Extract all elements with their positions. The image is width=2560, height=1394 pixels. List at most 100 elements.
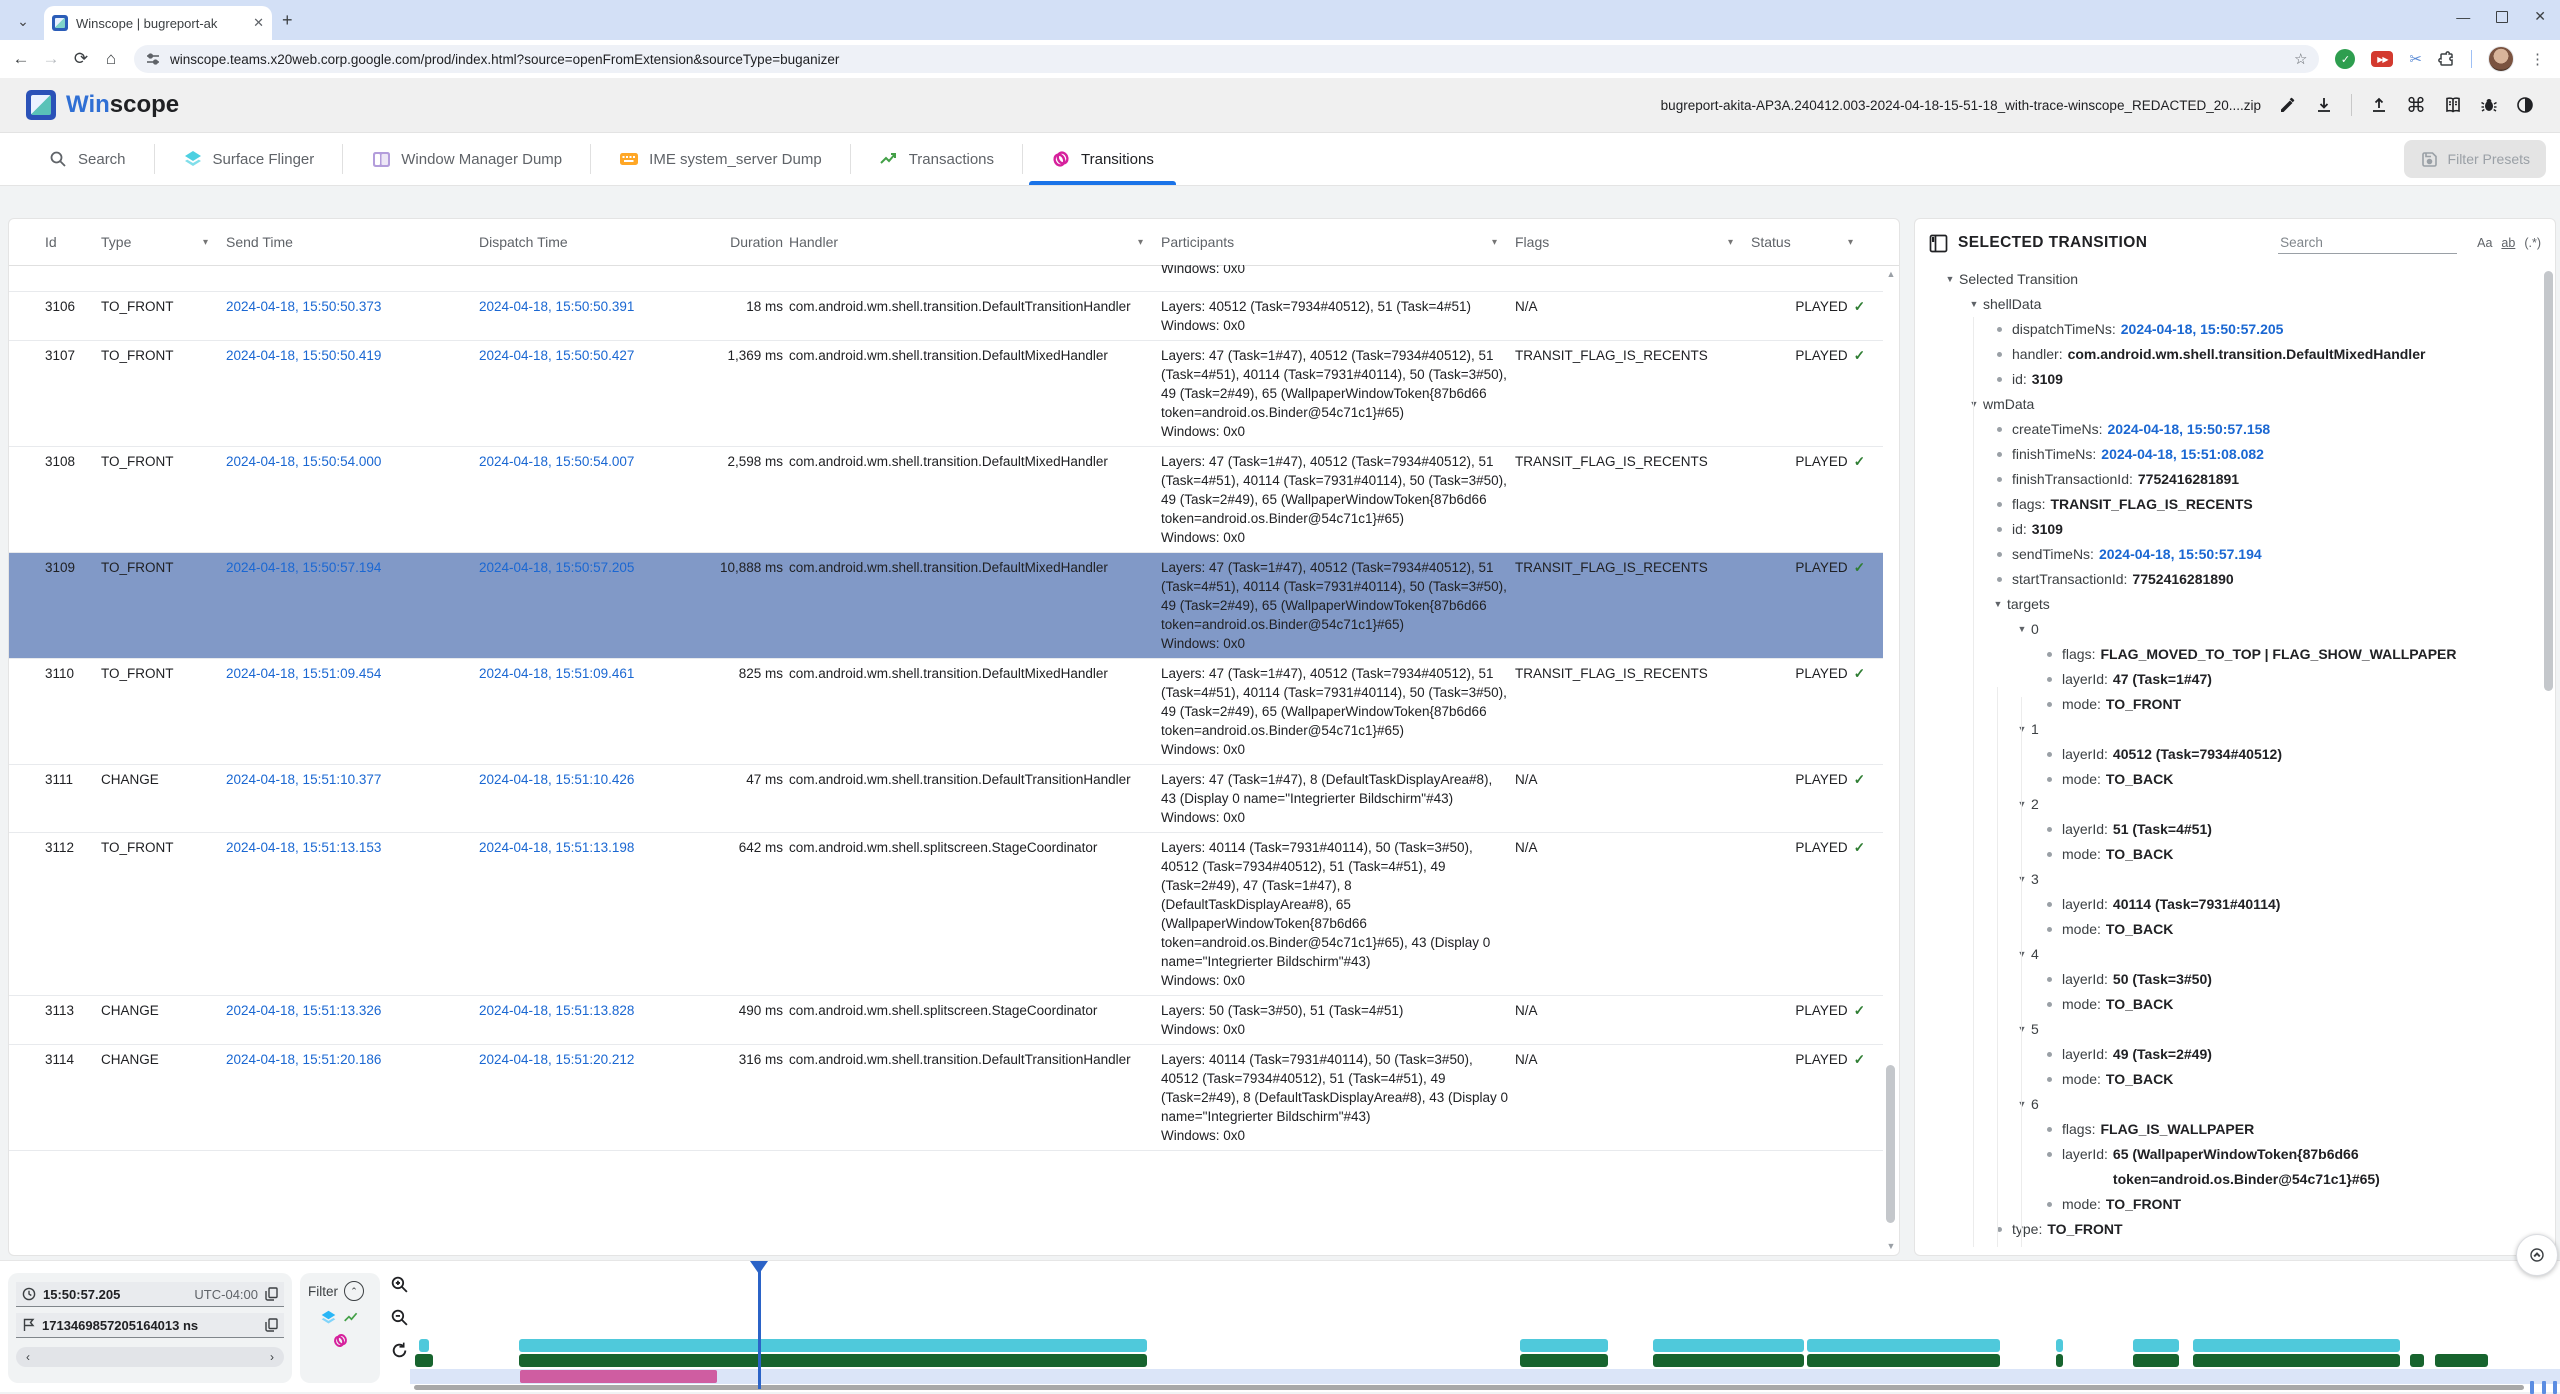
column-header-send-time[interactable]: Send Time <box>226 234 479 250</box>
timeline-segment-surface-flinger[interactable] <box>2133 1339 2179 1352</box>
tree-node[interactable]: ▼6 <box>1915 1092 2541 1117</box>
tree-node[interactable]: createTimeNs: 2024-04-18, 15:50:57.158 <box>1915 417 2541 442</box>
tree-node[interactable]: type: TO_FRONT <box>1915 1217 2541 1242</box>
dispatch-time-link[interactable]: 2024-04-18, 15:51:20.212 <box>479 1052 635 1067</box>
reload-button[interactable]: ⟳ <box>73 49 89 68</box>
filter-presets-button[interactable]: Filter Presets <box>2403 140 2546 178</box>
dispatch-time-link[interactable]: 2024-04-18, 15:50:50.427 <box>479 348 635 363</box>
timeline-segment-surface-flinger[interactable] <box>1807 1339 2000 1352</box>
transitions-filter-icon[interactable] <box>308 1332 372 1349</box>
expand-arrow-icon[interactable]: ▼ <box>2017 624 2027 634</box>
timeline-segment-transactions[interactable] <box>2410 1354 2424 1367</box>
tree-node[interactable]: ▼ targets <box>1915 592 2541 617</box>
window-minimize-icon[interactable]: — <box>2456 8 2471 25</box>
send-time-link[interactable]: 2024-04-18, 15:51:13.153 <box>226 840 382 855</box>
table-row[interactable]: 3107 TO_FRONT 2024-04-18, 15:50:50.419 2024… <box>9 341 1883 447</box>
collapse-filter-icon[interactable]: ⌃ <box>344 1281 364 1301</box>
surface-flinger-filter-icon[interactable] <box>320 1309 337 1326</box>
send-time-link[interactable]: 2024-04-18, 15:51:09.454 <box>226 666 382 681</box>
tree-node[interactable]: ▼wmData <box>1915 392 2541 417</box>
tree-node[interactable]: sendTimeNs: 2024-04-18, 15:50:57.194 <box>1915 542 2541 567</box>
timeline-horizontal-scrollbar[interactable] <box>414 1385 2524 1390</box>
table-row[interactable]: 3110 TO_FRONT 2024-04-18, 15:51:09.454 2024… <box>9 659 1883 765</box>
column-filter-icon[interactable]: ▾ <box>1491 236 1497 248</box>
tab-search-chevron-icon[interactable]: ⌄ <box>17 12 29 29</box>
timeline-pan-slider[interactable]: ‹ › <box>16 1347 284 1367</box>
timeline-segment-transactions[interactable] <box>2435 1354 2488 1367</box>
table-row[interactable]: 3113 CHANGE 2024-04-18, 15:51:13.326 2024-0… <box>9 996 1883 1045</box>
tab-ime-system-server-dump[interactable]: IME system_server Dump <box>591 133 850 185</box>
column-header-type[interactable]: Type ▾ <box>101 234 226 250</box>
tree-node[interactable]: ▼3 <box>1915 867 2541 892</box>
home-button[interactable]: ⌂ <box>105 49 117 68</box>
tree-node[interactable]: layerId: 50 (Task=3#50) <box>1915 967 2541 992</box>
expand-arrow-icon[interactable]: ▼ <box>2013 1092 2031 1117</box>
tree-node[interactable]: mode: TO_BACK <box>1915 992 2541 1017</box>
tree-node[interactable]: ▼4 <box>1915 942 2541 967</box>
tree-node[interactable]: id: 3109 <box>1915 517 2541 542</box>
match-regex-icon[interactable]: (.*) <box>2524 236 2541 250</box>
timeline-segment-surface-flinger[interactable] <box>1653 1339 1804 1352</box>
tree-node[interactable]: finishTimeNs: 2024-04-18, 15:51:08.082 <box>1915 442 2541 467</box>
tree-node[interactable]: ▼ shellData <box>1915 292 2541 317</box>
tree-node[interactable]: mode: TO_FRONT <box>1915 1192 2541 1217</box>
transactions-filter-icon[interactable] <box>343 1309 360 1326</box>
column-header-duration[interactable]: Duration <box>719 234 789 250</box>
tree-node[interactable]: handler: com.android.wm.shell.transition.… <box>1915 342 2541 367</box>
timeline-segment-transactions[interactable] <box>2056 1354 2063 1367</box>
expand-arrow-icon[interactable]: ▼ <box>1993 599 2003 609</box>
match-word-icon[interactable]: ab <box>2501 236 2516 250</box>
tab-transactions[interactable]: Transactions <box>851 133 1022 185</box>
tab-window-manager-dump[interactable]: Window Manager Dump <box>343 133 590 185</box>
tree-node[interactable]: layerId: 40114 (Task=7931#40114) <box>1915 892 2541 917</box>
column-header-id[interactable]: Id <box>9 234 101 250</box>
dispatch-time-link[interactable]: 2024-04-18, 15:51:13.828 <box>479 1003 635 1018</box>
scroll-down-icon[interactable]: ▼ <box>1886 1241 1896 1251</box>
extension-video-icon[interactable]: ▶▶ <box>2371 51 2394 67</box>
current-time-field[interactable]: 15:50:57.205 UTC-04:00 <box>16 1282 284 1307</box>
expand-arrow-icon[interactable]: ▼ <box>2013 717 2031 742</box>
timeline-segment-surface-flinger[interactable] <box>2056 1339 2063 1352</box>
tab-search[interactable]: Search <box>20 133 154 185</box>
column-header-status[interactable]: Status ▾ <box>1751 234 1871 250</box>
pan-left-icon[interactable]: ‹ <box>26 1350 30 1364</box>
expand-arrow-icon[interactable]: ▼ <box>1965 392 1983 417</box>
dispatch-time-link[interactable]: 2024-04-18, 15:50:54.007 <box>479 454 635 469</box>
edit-pencil-icon[interactable] <box>2279 96 2297 114</box>
tree-node[interactable]: ▼5 <box>1915 1017 2541 1042</box>
tree-node[interactable]: ▼ Selected Transition <box>1915 267 2541 292</box>
tree-node[interactable]: layerId: 47 (Task=1#47) <box>1915 667 2541 692</box>
shortcuts-command-icon[interactable]: ⌘ <box>2406 94 2426 117</box>
timeline-segment-transactions[interactable] <box>415 1354 433 1367</box>
new-tab-button[interactable]: + <box>282 10 293 30</box>
dispatch-time-link[interactable]: 2024-04-18, 15:51:09.461 <box>479 666 635 681</box>
tree-node[interactable]: dispatchTimeNs: 2024-04-18, 15:50:57.205 <box>1915 317 2541 342</box>
panel-scrollbar-thumb[interactable] <box>2544 271 2553 691</box>
tree-node[interactable]: mode: TO_BACK <box>1915 767 2541 792</box>
download-icon[interactable] <box>2315 96 2333 114</box>
dispatch-time-link[interactable]: 2024-04-18, 15:51:10.426 <box>479 772 635 787</box>
zoom-in-button[interactable] <box>390 1275 409 1294</box>
send-time-link[interactable]: 2024-04-18, 15:50:50.373 <box>226 299 382 314</box>
expand-arrow-icon[interactable]: ▼ <box>2013 867 2031 892</box>
column-header-handler[interactable]: Handler ▾ <box>789 234 1161 250</box>
column-header-dispatch-time[interactable]: Dispatch Time <box>479 234 719 250</box>
timeline-segment-surface-flinger[interactable] <box>1520 1339 1608 1352</box>
timeline-segment-transactions[interactable] <box>519 1354 1147 1367</box>
expand-arrow-icon[interactable]: ▼ <box>1945 274 1955 284</box>
table-row[interactable]: 3112 TO_FRONT 2024-04-18, 15:51:13.153 2024… <box>9 833 1883 996</box>
timeline-segment-transitions[interactable] <box>520 1370 717 1383</box>
table-row[interactable]: 3106 TO_FRONT 2024-04-18, 15:50:50.373 2024… <box>9 292 1883 341</box>
extension-adblock-icon[interactable]: ✓ <box>2335 49 2356 69</box>
timeline-segment-transactions[interactable] <box>1520 1354 1608 1367</box>
zoom-reset-button[interactable] <box>390 1341 409 1360</box>
tab-surface-flinger[interactable]: Surface Flinger <box>155 133 343 185</box>
dispatch-time-link[interactable]: 2024-04-18, 15:50:50.391 <box>479 299 635 314</box>
column-filter-icon[interactable]: ▾ <box>1727 236 1733 248</box>
timeline-segment-transactions[interactable] <box>2133 1354 2179 1367</box>
upload-icon[interactable] <box>2370 96 2388 114</box>
send-time-link[interactable]: 2024-04-18, 15:50:57.194 <box>226 560 382 575</box>
documentation-book-icon[interactable] <box>2444 96 2462 114</box>
send-time-link[interactable]: 2024-04-18, 15:51:20.186 <box>226 1052 382 1067</box>
expand-arrow-icon[interactable]: ▼ <box>2013 792 2031 817</box>
